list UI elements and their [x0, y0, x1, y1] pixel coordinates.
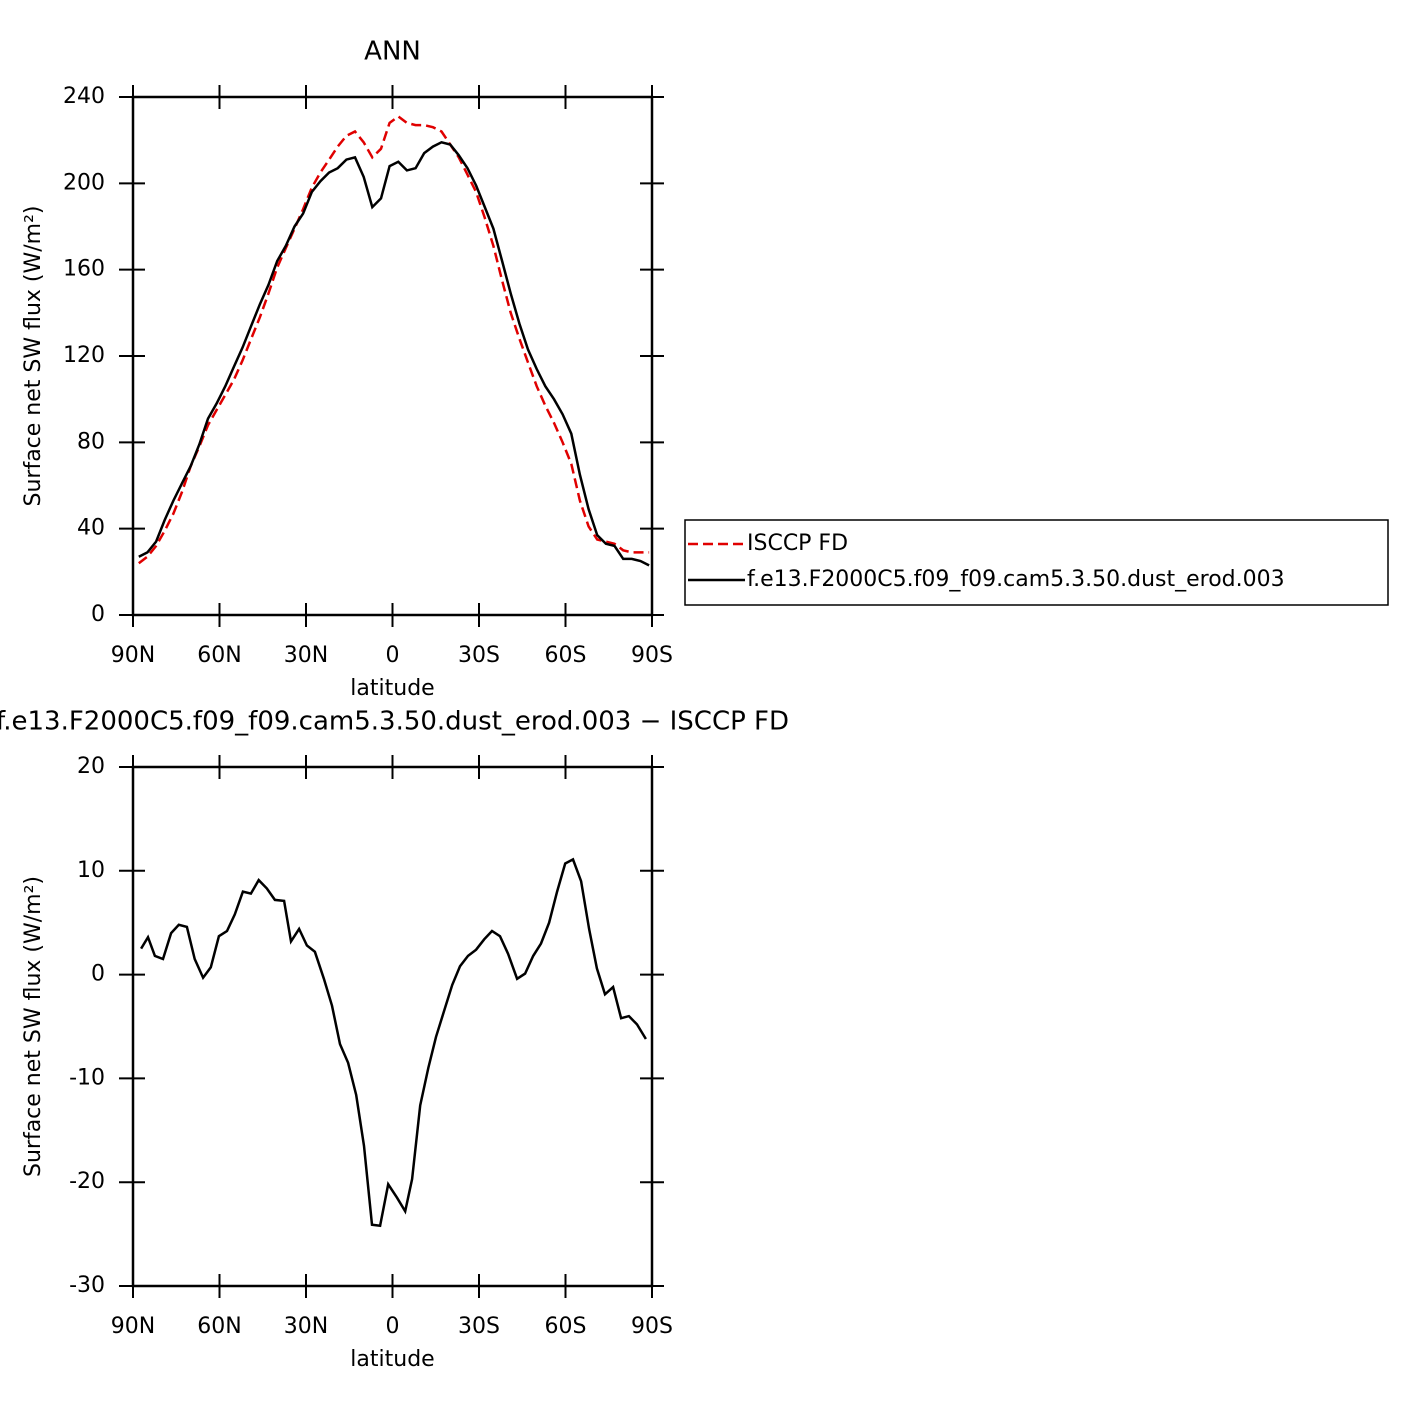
plot-frame [131, 765, 654, 1288]
y-tick-label: 240 [63, 84, 105, 109]
y-tick-label: 20 [77, 754, 105, 779]
x-tick-label: 90N [111, 643, 155, 668]
x-tick-label: 60N [197, 1314, 241, 1339]
x-tick-label: 60S [545, 643, 587, 668]
x-tick-label: 30S [458, 1314, 500, 1339]
y-tick-label: 10 [77, 858, 105, 883]
y-tick-label: 40 [77, 516, 105, 541]
y-tick-label: -30 [69, 1273, 105, 1298]
x-tick-label: 60S [545, 1314, 587, 1339]
x-tick-label: 30N [284, 643, 328, 668]
x-tick-label: 90S [631, 1314, 673, 1339]
data-line [138, 140, 650, 567]
legend-label: f.e13.F2000C5.f09_f09.cam5.3.50.dust_ero… [747, 567, 1285, 592]
x-tick-label: 90S [631, 643, 673, 668]
y-tick-label: 0 [91, 962, 105, 987]
x-tick-label: 30N [284, 1314, 328, 1339]
x-tick-label: 0 [386, 643, 400, 668]
chart-title: ANN [364, 37, 421, 67]
data-line [138, 114, 650, 565]
y-tick-label: -20 [69, 1169, 105, 1194]
y-tick-label: 0 [91, 602, 105, 627]
y-tick-label: 200 [63, 170, 105, 195]
y-axis-label: Surface net SW flux (W/m²) [21, 876, 46, 1177]
x-axis-label: latitude [350, 676, 434, 701]
y-tick-label: -10 [69, 1065, 105, 1090]
chart-title: f.e13.F2000C5.f09_f09.cam5.3.50.dust_ero… [0, 707, 789, 737]
y-tick-label: 80 [77, 429, 105, 454]
x-tick-label: 60N [197, 643, 241, 668]
y-tick-label: 160 [63, 257, 105, 282]
x-tick-label: 90N [111, 1314, 155, 1339]
data-line [140, 857, 647, 1228]
y-tick-label: 120 [63, 343, 105, 368]
plot-frame [131, 95, 654, 617]
x-tick-label: 30S [458, 643, 500, 668]
x-axis-label: latitude [350, 1347, 434, 1372]
x-tick-label: 0 [386, 1314, 400, 1339]
legend-label: ISCCP FD [747, 531, 848, 556]
y-axis-label: Surface net SW flux (W/m²) [21, 205, 46, 506]
legend-box [684, 519, 1389, 606]
